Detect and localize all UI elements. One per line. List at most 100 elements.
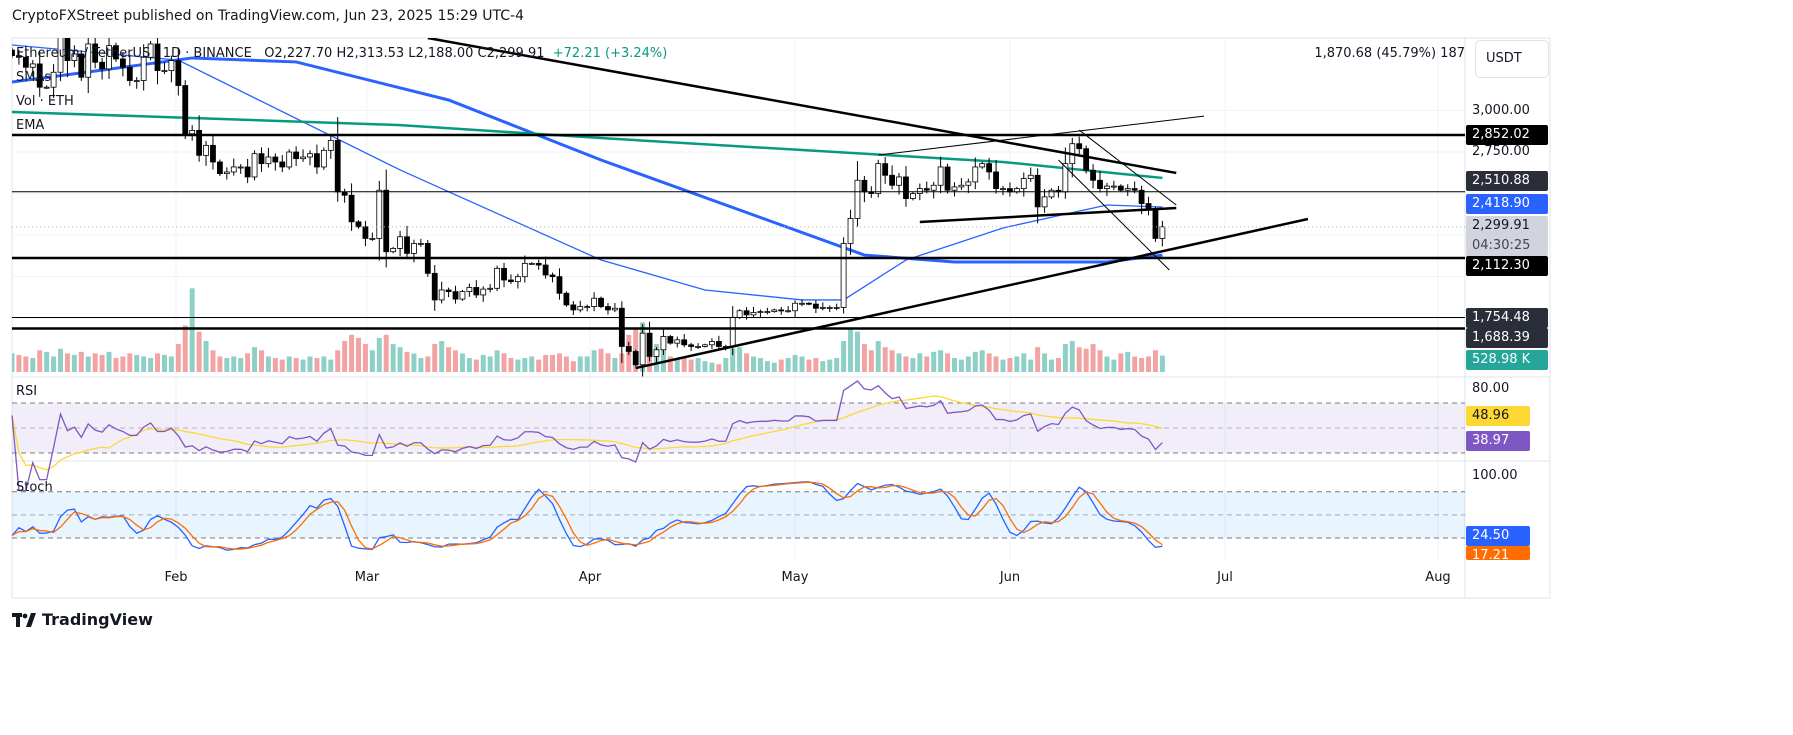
candle	[875, 163, 882, 194]
volume-bar	[369, 350, 375, 372]
candle	[293, 151, 300, 160]
candle	[390, 248, 397, 253]
volume-bar	[702, 361, 708, 372]
candle	[840, 243, 847, 308]
candle	[903, 176, 909, 199]
candle	[854, 179, 861, 219]
currency-button[interactable]: USDT	[1475, 40, 1549, 78]
legend-ema[interactable]: EMA	[16, 118, 45, 133]
volume-bar	[591, 350, 597, 372]
volume-bar	[134, 354, 140, 372]
sma-badge: 2,418.90	[1466, 194, 1548, 214]
candle	[133, 80, 140, 82]
price-tick: 2,750.00	[1472, 144, 1530, 159]
stoch-d-badge: 17.21	[1466, 546, 1530, 560]
volume-bar	[182, 325, 188, 372]
volume-bar	[286, 356, 292, 372]
volume-badge: 528.98 K	[1466, 350, 1548, 370]
candle	[799, 302, 805, 305]
candle	[778, 309, 785, 312]
candle	[404, 236, 410, 254]
candle	[521, 262, 528, 278]
stoch-k-badge: 24.50	[1466, 526, 1530, 546]
volume-bar	[951, 358, 957, 372]
volume-bar	[425, 356, 431, 372]
candle	[958, 184, 965, 188]
candle	[1131, 188, 1138, 191]
volume-bar	[688, 359, 694, 372]
candle	[320, 149, 327, 168]
volume-bar	[938, 350, 944, 372]
candle	[487, 287, 494, 290]
candle	[78, 53, 85, 78]
volume-bar	[667, 356, 673, 372]
candle	[688, 344, 695, 347]
candle	[549, 274, 556, 278]
level-badge: 2,510.88	[1466, 171, 1548, 191]
candle	[792, 302, 798, 312]
time-label: Mar	[354, 570, 380, 585]
ema-line	[12, 110, 1163, 180]
candle	[106, 45, 112, 70]
volume-bar	[570, 361, 576, 372]
level-badge: 1,754.48	[1466, 308, 1548, 328]
volume-bar	[141, 356, 147, 372]
volume-bar	[924, 356, 930, 372]
candle	[556, 276, 563, 294]
volume-bar	[1049, 359, 1054, 372]
candle	[50, 71, 57, 88]
candle	[411, 243, 417, 254]
candle	[119, 58, 126, 68]
legend-rsi[interactable]: RSI	[16, 384, 38, 399]
volume-bar	[529, 356, 535, 372]
candle	[695, 346, 701, 348]
volume-bar	[563, 356, 569, 372]
volume-bar	[92, 353, 98, 372]
candle	[1090, 169, 1096, 181]
candle	[812, 303, 819, 309]
candle	[161, 70, 168, 72]
volume-bar	[556, 353, 562, 372]
volume-bar	[453, 350, 459, 372]
candle	[785, 310, 792, 313]
legend-smas[interactable]: SMAs	[16, 70, 52, 85]
candle	[1027, 174, 1034, 180]
candle	[140, 56, 147, 81]
candle	[729, 316, 736, 347]
volume-bar	[577, 356, 583, 372]
candle	[36, 63, 43, 88]
candle	[563, 292, 570, 306]
time-label: May	[781, 570, 809, 585]
volume-bar	[404, 351, 410, 372]
candle	[923, 188, 930, 191]
candle	[501, 267, 507, 281]
volume-bar	[293, 358, 299, 372]
trendline	[878, 115, 1205, 156]
tradingview-logo[interactable]: TradingView	[12, 610, 153, 629]
candle	[362, 226, 369, 239]
candle	[1083, 148, 1090, 171]
time-label: Jun	[999, 570, 1021, 585]
volume-bar	[681, 356, 687, 372]
symbol-legend[interactable]: Ethereum / TetherUS · 1D · BINANCE O2,22…	[16, 46, 667, 61]
volume-bar	[307, 356, 313, 372]
candle	[85, 43, 92, 78]
trendline	[919, 206, 1177, 224]
candle	[570, 304, 577, 311]
volume-bar	[245, 353, 251, 372]
legend-volume[interactable]: Vol · ETH	[16, 94, 74, 109]
candle	[646, 332, 653, 357]
candle	[944, 166, 951, 191]
volume-bar	[764, 361, 770, 372]
volume-bar	[106, 351, 112, 372]
volume-bar	[543, 354, 549, 372]
volume-bar	[397, 347, 403, 372]
volume-bar	[480, 354, 486, 372]
candle	[653, 349, 660, 357]
volume-bar	[1152, 350, 1158, 372]
candle	[826, 307, 833, 309]
candle	[847, 218, 854, 244]
candle	[182, 85, 189, 135]
legend-stoch[interactable]: Stoch	[16, 480, 53, 495]
